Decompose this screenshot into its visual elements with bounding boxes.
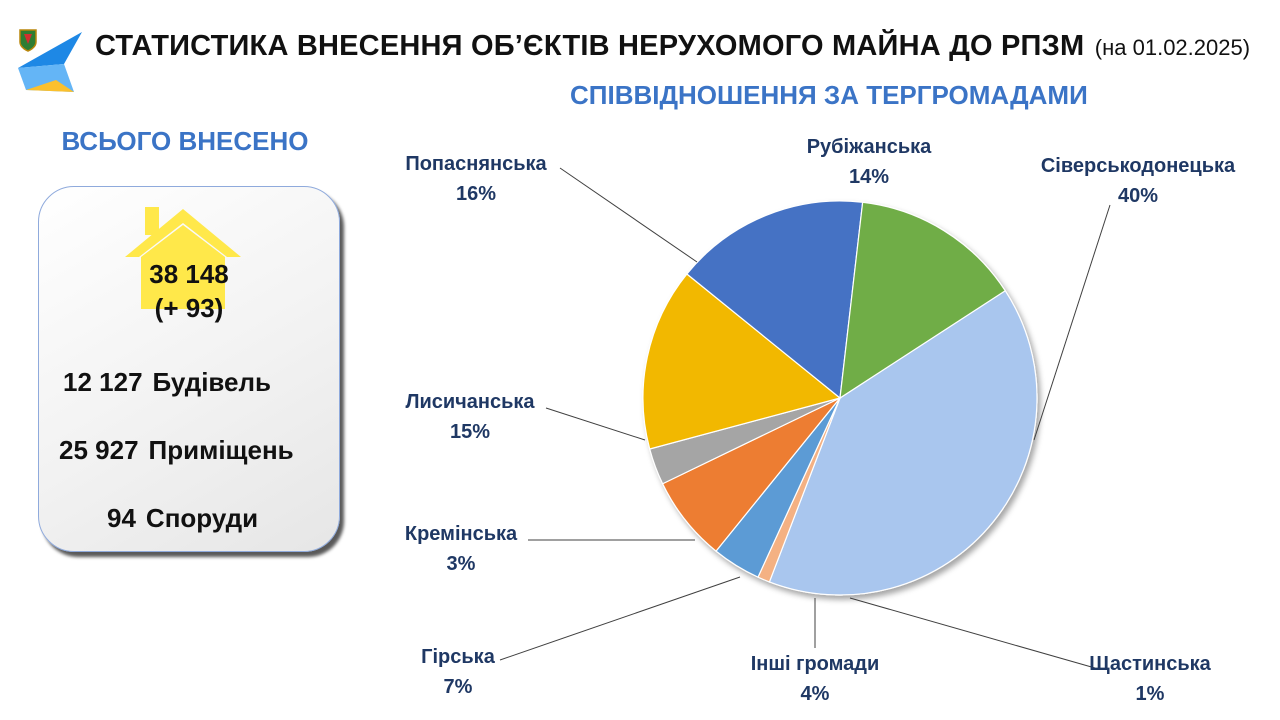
slice-percent-label: 4% <box>801 683 830 705</box>
total-delta: (+ 93) <box>154 293 224 323</box>
date-note: (на 01.02.2025) <box>1094 35 1251 60</box>
stat-label: Будівель <box>152 367 272 397</box>
stat-label: Споруди <box>145 503 259 533</box>
stat-value: 94 <box>107 503 136 533</box>
total-value: 38 148 <box>149 259 229 289</box>
stat-premises: 25 927 Приміщень <box>59 435 294 466</box>
leader-line <box>499 576 741 661</box>
summary-heading: ВСЬОГО ВНЕСЕНО <box>61 126 309 156</box>
page-title: СТАТИСТИКА ВНЕСЕННЯ ОБ’ЄКТІВ НЕРУХОМОГО … <box>95 30 1085 62</box>
stat-value: 25 927 <box>59 435 139 465</box>
stat-structures: 94 Споруди <box>107 503 258 534</box>
slice-percent-label: 14% <box>849 166 889 188</box>
slice-percent-label: 3% <box>447 553 476 575</box>
leader-line <box>545 407 646 441</box>
leader-line <box>849 597 1096 669</box>
stat-value: 12 127 <box>63 367 143 397</box>
summary-card: 38 148 (+ 93) 12 127 Будівель 25 927 Примі… <box>38 186 340 552</box>
slice-percent-label: 7% <box>444 676 473 698</box>
slice-percent-label: 40% <box>1118 185 1158 207</box>
slice-name-label: Щастинська <box>1089 653 1211 675</box>
header-title-group: СТАТИСТИКА ВНЕСЕННЯ ОБ’ЄКТІВ НЕРУХОМОГО … <box>95 30 1250 63</box>
slice-name-label: Попаснянська <box>405 153 547 175</box>
leader-line <box>559 167 698 263</box>
slice-percent-label: 15% <box>450 421 490 443</box>
chart-title: СПІВВІДНОШЕННЯ ЗА ТЕРГРОМАДАМИ <box>570 80 1088 110</box>
leader-line <box>1033 204 1111 441</box>
stat-label: Приміщень <box>148 435 294 465</box>
pie-slice <box>642 273 842 450</box>
slice-percent-label: 16% <box>456 183 496 205</box>
slice-name-label: Інші громади <box>751 653 880 675</box>
slice-name-label: Кремінська <box>405 523 518 545</box>
slice-name-label: Рубіжанська <box>807 136 932 158</box>
slice-name-label: Сіверськодонецька <box>1041 155 1236 177</box>
stat-buildings: 12 127 Будівель <box>63 367 271 398</box>
house-icon <box>125 207 241 309</box>
pie-slice <box>839 201 1007 400</box>
slice-name-label: Гірська <box>421 646 496 668</box>
coat-of-arms-logo-icon <box>18 29 82 92</box>
pie-slice <box>686 200 864 400</box>
slice-percent-label: 1% <box>1136 683 1165 705</box>
slice-name-label: Лисичанська <box>405 391 535 413</box>
pie-slice <box>768 289 1038 596</box>
